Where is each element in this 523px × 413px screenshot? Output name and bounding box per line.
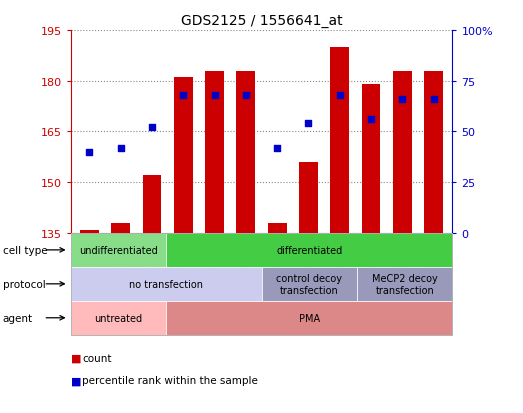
Point bbox=[179, 93, 187, 99]
Point bbox=[367, 117, 375, 123]
Bar bbox=[205, 71, 224, 233]
Text: untreated: untreated bbox=[94, 313, 142, 323]
Point bbox=[85, 149, 94, 156]
Point bbox=[398, 97, 406, 103]
Point bbox=[210, 93, 219, 99]
Text: ■: ■ bbox=[71, 375, 81, 385]
Text: MeCP2 decoy
transfection: MeCP2 decoy transfection bbox=[372, 273, 438, 295]
Text: PMA: PMA bbox=[299, 313, 320, 323]
Bar bbox=[111, 223, 130, 233]
Bar bbox=[299, 162, 318, 233]
Point bbox=[336, 93, 344, 99]
Bar bbox=[268, 223, 287, 233]
Text: control decoy
transfection: control decoy transfection bbox=[276, 273, 342, 295]
Text: cell type: cell type bbox=[3, 245, 47, 255]
Text: undifferentiated: undifferentiated bbox=[79, 245, 158, 255]
Bar bbox=[424, 71, 443, 233]
Text: differentiated: differentiated bbox=[276, 245, 343, 255]
Text: protocol: protocol bbox=[3, 279, 46, 289]
Bar bbox=[80, 230, 99, 233]
Text: agent: agent bbox=[3, 313, 33, 323]
Text: no transfection: no transfection bbox=[129, 279, 203, 289]
Bar bbox=[236, 71, 255, 233]
Text: ■: ■ bbox=[71, 353, 81, 363]
Point bbox=[304, 121, 313, 127]
Point bbox=[148, 125, 156, 131]
Point bbox=[117, 145, 125, 152]
Bar bbox=[143, 176, 162, 233]
Bar bbox=[361, 85, 380, 233]
Bar bbox=[331, 48, 349, 233]
Bar bbox=[393, 71, 412, 233]
Point bbox=[273, 145, 281, 152]
Bar bbox=[174, 78, 192, 233]
Text: percentile rank within the sample: percentile rank within the sample bbox=[82, 375, 258, 385]
Text: count: count bbox=[82, 353, 111, 363]
Text: GDS2125 / 1556641_at: GDS2125 / 1556641_at bbox=[180, 14, 343, 28]
Point bbox=[429, 97, 438, 103]
Point bbox=[242, 93, 250, 99]
